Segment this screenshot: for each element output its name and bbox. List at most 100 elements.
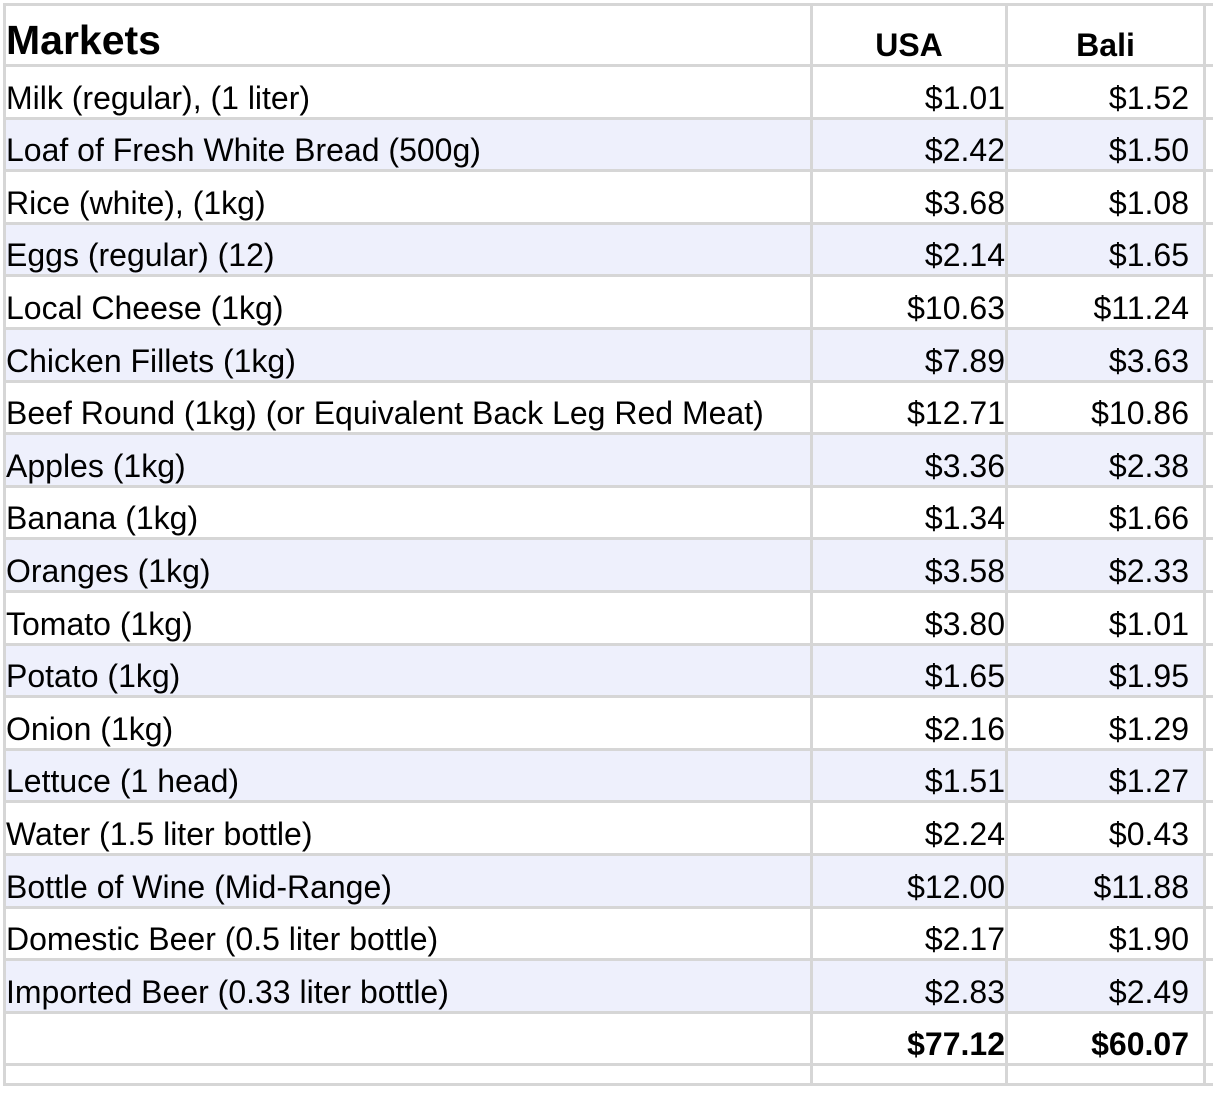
empty-cell[interactable] bbox=[1203, 852, 1213, 909]
item-cell[interactable]: Eggs (regular) (12) bbox=[3, 221, 813, 278]
bali-price-cell[interactable]: $10.86 bbox=[1005, 379, 1206, 436]
item-cell[interactable]: Beef Round (1kg) (or Equivalent Back Leg… bbox=[3, 379, 813, 436]
item-cell[interactable]: Domestic Beer (0.5 liter bottle) bbox=[3, 905, 813, 962]
empty-cell[interactable] bbox=[1203, 1010, 1213, 1066]
item-cell[interactable]: Water (1.5 liter bottle) bbox=[3, 800, 813, 856]
empty-cell[interactable] bbox=[1203, 484, 1213, 541]
total-bali-cell[interactable]: $60.07 bbox=[1005, 1010, 1206, 1066]
item-cell[interactable]: Oranges (1kg) bbox=[3, 537, 813, 593]
item-cell[interactable]: Potato (1kg) bbox=[3, 642, 813, 699]
item-cell[interactable]: Banana (1kg) bbox=[3, 484, 813, 541]
header-row: Markets USA Bali bbox=[3, 3, 1213, 67]
bali-price-cell[interactable]: $0.43 bbox=[1005, 800, 1206, 856]
usa-price-cell[interactable]: $2.83 bbox=[810, 958, 1008, 1014]
item-cell[interactable]: Rice (white), (1kg) bbox=[3, 169, 813, 225]
empty-cell[interactable] bbox=[1203, 537, 1213, 593]
table-row: Domestic Beer (0.5 liter bottle) $2.17 $1.… bbox=[3, 905, 1213, 962]
empty-cell[interactable] bbox=[1203, 1062, 1213, 1086]
column-header-bali[interactable]: Bali bbox=[1005, 3, 1206, 67]
item-cell[interactable]: Local Cheese (1kg) bbox=[3, 274, 813, 330]
bali-price-cell[interactable]: $1.27 bbox=[1005, 747, 1206, 804]
table-row: Beef Round (1kg) (or Equivalent Back Leg… bbox=[3, 379, 1213, 436]
empty-cell[interactable] bbox=[3, 1062, 813, 1086]
empty-cell[interactable] bbox=[1203, 589, 1213, 646]
item-cell[interactable]: Imported Beer (0.33 liter bottle) bbox=[3, 958, 813, 1014]
bali-price-cell[interactable]: $1.08 bbox=[1005, 169, 1206, 225]
column-header-usa[interactable]: USA bbox=[810, 3, 1008, 67]
empty-cell[interactable] bbox=[1203, 432, 1213, 488]
bali-price-cell[interactable]: $3.63 bbox=[1005, 326, 1206, 383]
item-cell[interactable]: Milk (regular), (1 liter) bbox=[3, 64, 813, 120]
empty-cell[interactable] bbox=[1005, 1062, 1206, 1086]
table-row: Lettuce (1 head) $1.51 $1.27 bbox=[3, 747, 1213, 804]
item-cell[interactable]: Onion (1kg) bbox=[3, 695, 813, 751]
bali-price-cell[interactable]: $1.52 bbox=[1005, 64, 1206, 120]
item-cell[interactable]: Lettuce (1 head) bbox=[3, 747, 813, 804]
usa-price-cell[interactable]: $3.80 bbox=[810, 589, 1008, 646]
bali-price-cell[interactable]: $1.65 bbox=[1005, 221, 1206, 278]
usa-price-cell[interactable]: $2.42 bbox=[810, 116, 1008, 173]
empty-cell[interactable] bbox=[1203, 64, 1213, 120]
item-cell[interactable]: Bottle of Wine (Mid-Range) bbox=[3, 852, 813, 909]
bali-price-cell[interactable]: $2.49 bbox=[1005, 958, 1206, 1014]
item-cell[interactable]: Tomato (1kg) bbox=[3, 589, 813, 646]
empty-cell[interactable] bbox=[1203, 116, 1213, 173]
usa-price-cell[interactable]: $1.65 bbox=[810, 642, 1008, 699]
usa-price-cell[interactable]: $1.01 bbox=[810, 64, 1008, 120]
total-usa-cell[interactable]: $77.12 bbox=[810, 1010, 1008, 1066]
empty-cell[interactable] bbox=[1203, 169, 1213, 225]
empty-cell[interactable] bbox=[1203, 326, 1213, 383]
empty-cell[interactable] bbox=[1203, 695, 1213, 751]
empty-cell[interactable] bbox=[810, 1062, 1008, 1086]
bali-price-cell[interactable]: $11.24 bbox=[1005, 274, 1206, 330]
empty-cell[interactable] bbox=[1203, 379, 1213, 436]
bali-price-cell[interactable]: $1.50 bbox=[1005, 116, 1206, 173]
item-cell[interactable]: Loaf of Fresh White Bread (500g) bbox=[3, 116, 813, 173]
usa-price-cell[interactable]: $10.63 bbox=[810, 274, 1008, 330]
bali-price-cell[interactable]: $1.29 bbox=[1005, 695, 1206, 751]
usa-price-cell[interactable]: $1.51 bbox=[810, 747, 1008, 804]
table-row: Water (1.5 liter bottle) $2.24 $0.43 bbox=[3, 800, 1213, 856]
table-row: Onion (1kg) $2.16 $1.29 bbox=[3, 695, 1213, 751]
empty-cell[interactable] bbox=[1203, 221, 1213, 278]
table-row: Banana (1kg) $1.34 $1.66 bbox=[3, 484, 1213, 541]
empty-cell[interactable] bbox=[1203, 905, 1213, 962]
bali-price-cell[interactable]: $11.88 bbox=[1005, 852, 1206, 909]
empty-row bbox=[3, 1062, 1213, 1086]
empty-cell[interactable] bbox=[1203, 274, 1213, 330]
empty-cell[interactable] bbox=[1203, 747, 1213, 804]
usa-price-cell[interactable]: $2.16 bbox=[810, 695, 1008, 751]
empty-cell[interactable] bbox=[1203, 958, 1213, 1014]
bali-price-cell[interactable]: $2.33 bbox=[1005, 537, 1206, 593]
table-row: Eggs (regular) (12) $2.14 $1.65 bbox=[3, 221, 1213, 278]
usa-price-cell[interactable]: $3.68 bbox=[810, 169, 1008, 225]
table-row: Milk (regular), (1 liter) $1.01 $1.52 bbox=[3, 64, 1213, 120]
bali-price-cell[interactable]: $2.38 bbox=[1005, 432, 1206, 488]
table-title[interactable]: Markets bbox=[3, 3, 813, 67]
bali-price-cell[interactable]: $1.95 bbox=[1005, 642, 1206, 699]
price-table: Markets USA Bali Milk (regular), (1 lite… bbox=[3, 3, 1213, 1086]
usa-price-cell[interactable]: $7.89 bbox=[810, 326, 1008, 383]
table-row: Tomato (1kg) $3.80 $1.01 bbox=[3, 589, 1213, 646]
usa-price-cell[interactable]: $2.17 bbox=[810, 905, 1008, 962]
usa-price-cell[interactable]: $2.24 bbox=[810, 800, 1008, 856]
bali-price-cell[interactable]: $1.90 bbox=[1005, 905, 1206, 962]
bali-price-cell[interactable]: $1.01 bbox=[1005, 589, 1206, 646]
empty-cell[interactable] bbox=[1203, 3, 1213, 67]
bali-price-cell[interactable]: $1.66 bbox=[1005, 484, 1206, 541]
usa-price-cell[interactable]: $2.14 bbox=[810, 221, 1008, 278]
table-row: Potato (1kg) $1.65 $1.95 bbox=[3, 642, 1213, 699]
usa-price-cell[interactable]: $3.58 bbox=[810, 537, 1008, 593]
usa-price-cell[interactable]: $12.00 bbox=[810, 852, 1008, 909]
table-row: Oranges (1kg) $3.58 $2.33 bbox=[3, 537, 1213, 593]
usa-price-cell[interactable]: $12.71 bbox=[810, 379, 1008, 436]
empty-cell[interactable] bbox=[1203, 800, 1213, 856]
total-label-cell[interactable] bbox=[3, 1010, 813, 1066]
usa-price-cell[interactable]: $1.34 bbox=[810, 484, 1008, 541]
usa-price-cell[interactable]: $3.36 bbox=[810, 432, 1008, 488]
item-cell[interactable]: Chicken Fillets (1kg) bbox=[3, 326, 813, 383]
item-cell[interactable]: Apples (1kg) bbox=[3, 432, 813, 488]
empty-cell[interactable] bbox=[1203, 642, 1213, 699]
table-row: Chicken Fillets (1kg) $7.89 $3.63 bbox=[3, 326, 1213, 383]
